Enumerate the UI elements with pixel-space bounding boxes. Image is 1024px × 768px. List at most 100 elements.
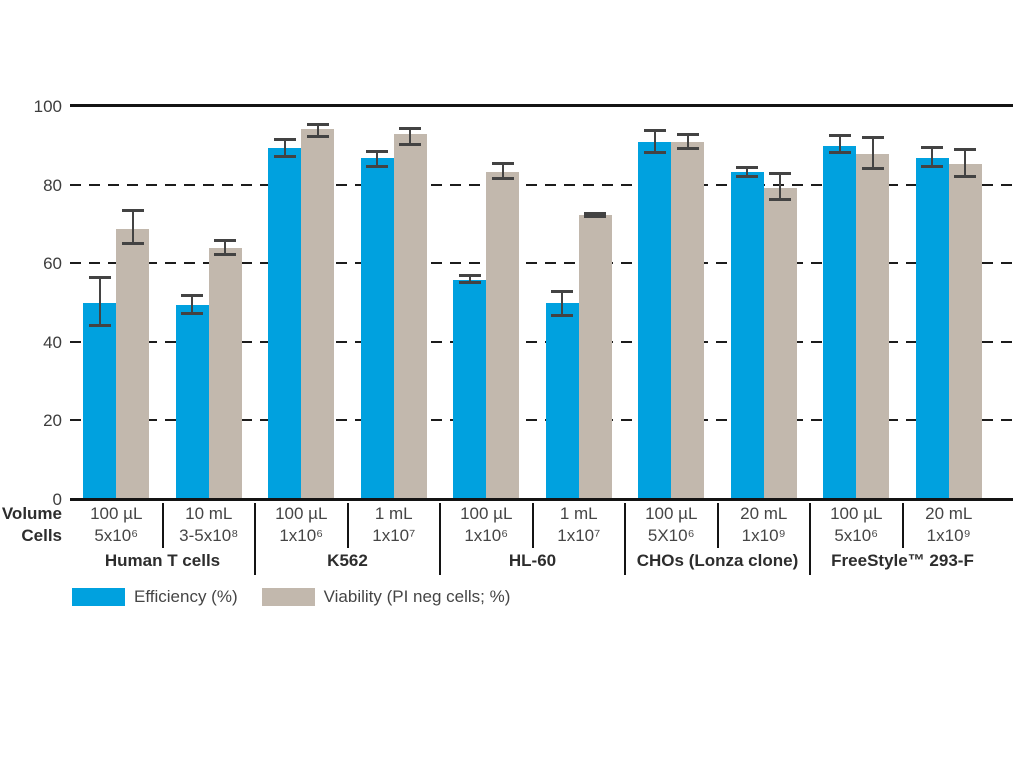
x-condition-label: 1 mL 1x10⁷: [348, 503, 441, 547]
volume-value: 10 mL: [185, 504, 233, 523]
volume-value: 100 µL: [830, 504, 883, 523]
condition-separator: [346, 503, 349, 548]
condition-cell: [70, 106, 163, 498]
efficiency-g3-c1-error-bar: [736, 165, 759, 178]
axis-row-headers: Volume Cells: [0, 503, 62, 547]
y-tick-label-20: 20: [43, 411, 62, 431]
viability-g2-c0-error-bar: [491, 162, 514, 180]
condition-cell: [255, 106, 348, 498]
volume-value: 100 µL: [275, 504, 328, 523]
x-axis-labels: 100 µL 5x10⁶ 10 mL 3-5x10⁸ Human T cells 100 …: [70, 503, 996, 575]
x-axis-line: [70, 498, 1013, 501]
efficiency-g4-c1-error-bar: [921, 146, 944, 168]
group-name-label: HL-60: [508, 551, 557, 570]
x-condition-label: 100 µL 1x10⁶: [440, 503, 533, 547]
condition-cell: [533, 106, 626, 498]
bar-group-3: [625, 106, 810, 498]
x-group-4: 100 µL 5x10⁶ 20 mL 1x10⁹ FreeStyle™ 293-F: [809, 503, 996, 575]
viability-g4-c0-bar: [856, 154, 890, 498]
cells-value: 5x10⁶: [94, 526, 139, 545]
y-tick-label-80: 80: [43, 175, 62, 195]
condition-separator: [161, 503, 164, 548]
cells-value: 1x10⁷: [557, 526, 601, 545]
viability-g1-c1-bar: [393, 134, 427, 498]
gridline-60: [70, 262, 1013, 265]
bar-groups: [70, 106, 995, 498]
x-group-3: 100 µL 5X10⁶ 20 mL 1x10⁹ CHOs (Lonza clone): [624, 503, 811, 575]
plot-area: [70, 104, 1013, 501]
efficiency-g4-c0-error-bar: [828, 134, 851, 155]
efficiency-g1-c0-error-bar: [273, 138, 296, 159]
viability-g2-c1-error-bar: [584, 211, 607, 218]
viability-g3-c0-error-bar: [676, 132, 699, 151]
viability-g4-c0-error-bar: [861, 136, 884, 170]
efficiency-g0-c0-bar: [83, 303, 117, 498]
cells-row-header: Cells: [21, 526, 62, 545]
y-tick-label-40: 40: [43, 332, 62, 352]
condition-cell: [440, 106, 533, 498]
y-tick-label-0: 0: [52, 490, 62, 509]
gridline-20: [70, 419, 1013, 422]
efficiency-g1-c0-bar: [268, 148, 302, 498]
volume-value: 20 mL: [740, 504, 788, 523]
efficiency-g2-c0-bar: [453, 279, 487, 498]
condition-separator: [716, 503, 719, 548]
y-tick-label-100: 100: [33, 97, 62, 116]
condition-cell: [810, 106, 903, 498]
x-group-2: 100 µL 1x10⁶ 1 mL 1x10⁷ HL-60: [439, 503, 625, 575]
legend: Efficiency (%) Viability (PI neg cells; …: [72, 587, 534, 607]
x-condition-label: 20 mL 1x10⁹: [903, 503, 996, 547]
cells-value: 1x10⁶: [464, 526, 509, 545]
x-condition-label: 100 µL 1x10⁶: [255, 503, 348, 547]
cells-value: 1x10⁹: [926, 526, 971, 545]
viability-g2-c1-bar: [578, 215, 612, 498]
viability-g4-c1-bar: [948, 163, 982, 498]
group-separator: [254, 503, 256, 575]
efficiency-g3-c0-bar: [638, 142, 672, 498]
viability-g1-c0-error-bar: [306, 122, 329, 139]
cells-value: 1x10⁹: [741, 526, 786, 545]
y-tick-label-60: 60: [43, 254, 62, 274]
x-condition-label: 100 µL 5x10⁶: [70, 503, 163, 547]
volume-value: 100 µL: [460, 504, 513, 523]
efficiency-g1-c1-error-bar: [366, 150, 389, 168]
x-condition-label: 20 mL 1x10⁹: [718, 503, 811, 547]
gridline-100: [70, 104, 1013, 107]
group-name-label: Human T cells: [104, 551, 221, 570]
group-name-label: K562: [327, 551, 368, 570]
cells-value: 5X10⁶: [647, 526, 695, 545]
legend-label-viability: Viability (PI neg cells; %): [323, 587, 511, 606]
cells-value: 1x10⁶: [279, 526, 324, 545]
group-separator: [809, 503, 811, 575]
efficiency-g4-c1-bar: [915, 158, 949, 498]
viability-g3-c1-bar: [763, 187, 797, 498]
group-name-label: FreeStyle™ 293-F: [831, 551, 974, 570]
viability-g1-c1-error-bar: [399, 126, 422, 147]
efficiency-g2-c1-error-bar: [551, 289, 574, 318]
cells-value: 5x10⁶: [834, 526, 879, 545]
gridline-40: [70, 340, 1013, 343]
viability-g3-c0-bar: [671, 142, 705, 498]
bar-group-1: [255, 106, 440, 498]
bar-group-4: [810, 106, 995, 498]
efficiency-g2-c1-bar: [545, 303, 579, 498]
efficiency-g3-c1-bar: [730, 171, 764, 498]
efficiency-g0-c0-error-bar: [88, 275, 111, 328]
gridline-80: [70, 183, 1013, 186]
viability-g0-c0-bar: [116, 228, 150, 498]
viability-g2-c0-bar: [486, 171, 520, 498]
x-condition-label: 100 µL 5X10⁶: [625, 503, 718, 547]
volume-value: 100 µL: [645, 504, 698, 523]
x-group-0: 100 µL 5x10⁶ 10 mL 3-5x10⁸ Human T cells: [70, 503, 255, 572]
x-group-1: 100 µL 1x10⁶ 1 mL 1x10⁷ K562: [254, 503, 441, 575]
viability-g1-c0-bar: [301, 128, 335, 498]
group-name-label: CHOs (Lonza clone): [636, 551, 799, 570]
efficiency-g4-c0-bar: [823, 146, 857, 498]
condition-separator: [901, 503, 904, 548]
viability-g3-c1-error-bar: [769, 171, 792, 202]
cells-value: 1x10⁷: [372, 526, 416, 545]
efficiency-g2-c0-error-bar: [458, 274, 481, 284]
condition-cell: [163, 106, 256, 498]
group-separator: [439, 503, 441, 575]
